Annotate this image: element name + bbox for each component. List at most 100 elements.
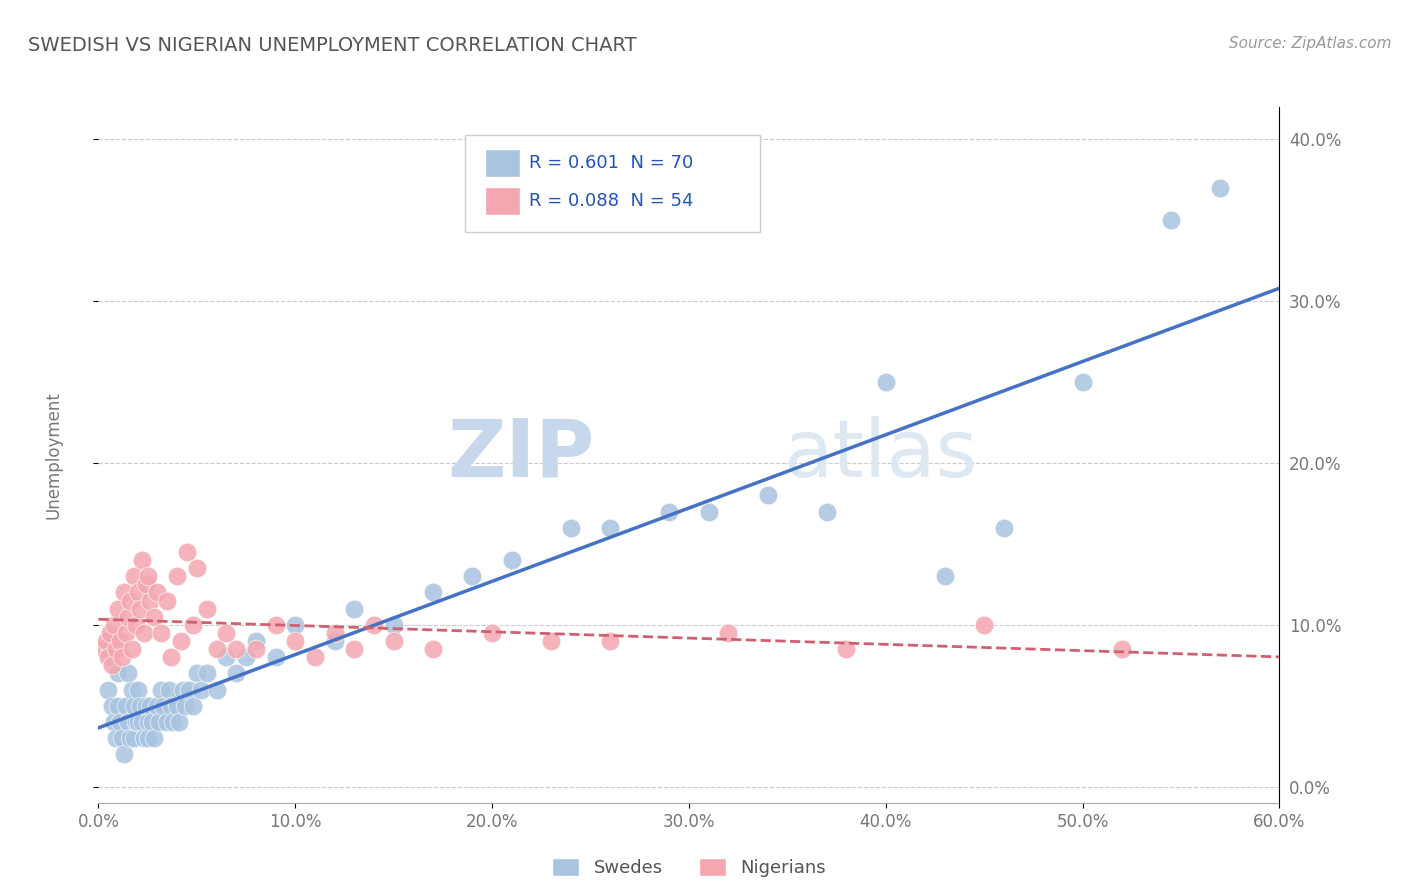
Text: atlas: atlas [783, 416, 977, 494]
Point [284, 617, 307, 632]
Legend: Swedes, Nigerians: Swedes, Nigerians [544, 850, 834, 884]
Point [284, 634, 307, 648]
Point [107, 698, 129, 713]
Point [117, 609, 139, 624]
Point [186, 561, 208, 575]
Text: ZIP: ZIP [447, 416, 595, 494]
Point [115, 698, 138, 713]
Point [993, 521, 1015, 535]
Point [156, 593, 179, 607]
Point [111, 731, 134, 745]
Point [136, 714, 159, 729]
Point [1111, 642, 1133, 657]
Point [141, 714, 163, 729]
Point [162, 714, 184, 729]
Point [112, 585, 135, 599]
Point [152, 698, 174, 713]
Point [343, 642, 366, 657]
Point [127, 714, 149, 729]
Point [132, 731, 155, 745]
Point [1071, 375, 1094, 389]
Point [599, 521, 621, 535]
Point [103, 617, 125, 632]
Point [118, 593, 141, 607]
Point [973, 617, 995, 632]
Point [174, 698, 197, 713]
Point [170, 634, 193, 648]
Point [93, 642, 115, 657]
Point [186, 666, 208, 681]
Point [205, 642, 228, 657]
Point [225, 666, 247, 681]
Point [815, 504, 838, 518]
Point [540, 634, 562, 648]
Point [156, 714, 179, 729]
Point [167, 714, 190, 729]
Point [501, 553, 523, 567]
Point [382, 617, 405, 632]
Point [215, 626, 238, 640]
Point [142, 731, 165, 745]
Point [128, 698, 150, 713]
Point [125, 714, 148, 729]
Point [138, 698, 160, 713]
Point [176, 545, 198, 559]
Point [363, 617, 385, 632]
Point [172, 682, 194, 697]
Point [112, 747, 135, 762]
Point [150, 682, 173, 697]
Point [382, 634, 405, 648]
Point [98, 626, 121, 640]
Text: Source: ZipAtlas.com: Source: ZipAtlas.com [1229, 36, 1392, 51]
Text: R = 0.088  N = 54: R = 0.088 N = 54 [530, 192, 695, 210]
Point [422, 642, 444, 657]
Point [717, 626, 740, 640]
Point [599, 634, 621, 648]
Point [181, 617, 204, 632]
Point [934, 569, 956, 583]
Point [117, 714, 139, 729]
Point [422, 585, 444, 599]
Point [108, 634, 131, 648]
Point [245, 634, 267, 648]
Point [756, 488, 779, 502]
Point [96, 634, 118, 648]
Point [157, 682, 180, 697]
Point [166, 698, 188, 713]
Point [190, 682, 212, 697]
Point [105, 731, 128, 745]
FancyBboxPatch shape [464, 135, 759, 232]
Point [160, 650, 183, 665]
Point [131, 714, 153, 729]
Point [166, 569, 188, 583]
Point [343, 601, 366, 615]
Point [1160, 213, 1182, 227]
Point [118, 731, 141, 745]
Point [195, 601, 218, 615]
Point [215, 650, 238, 665]
Point [103, 714, 125, 729]
Point [97, 682, 120, 697]
Point [697, 504, 720, 518]
Point [225, 642, 247, 657]
Point [125, 617, 148, 632]
Point [136, 569, 159, 583]
Point [195, 666, 218, 681]
Point [101, 658, 124, 673]
Point [264, 650, 287, 665]
Point [136, 731, 159, 745]
Point [121, 682, 143, 697]
Point [148, 714, 170, 729]
Point [835, 642, 858, 657]
Point [122, 569, 145, 583]
Point [117, 666, 139, 681]
Point [131, 553, 153, 567]
Point [111, 650, 134, 665]
Point [105, 642, 128, 657]
Point [122, 731, 145, 745]
Text: R = 0.601  N = 70: R = 0.601 N = 70 [530, 153, 693, 171]
Point [323, 634, 346, 648]
Point [108, 714, 131, 729]
Point [323, 626, 346, 640]
Point [138, 593, 160, 607]
